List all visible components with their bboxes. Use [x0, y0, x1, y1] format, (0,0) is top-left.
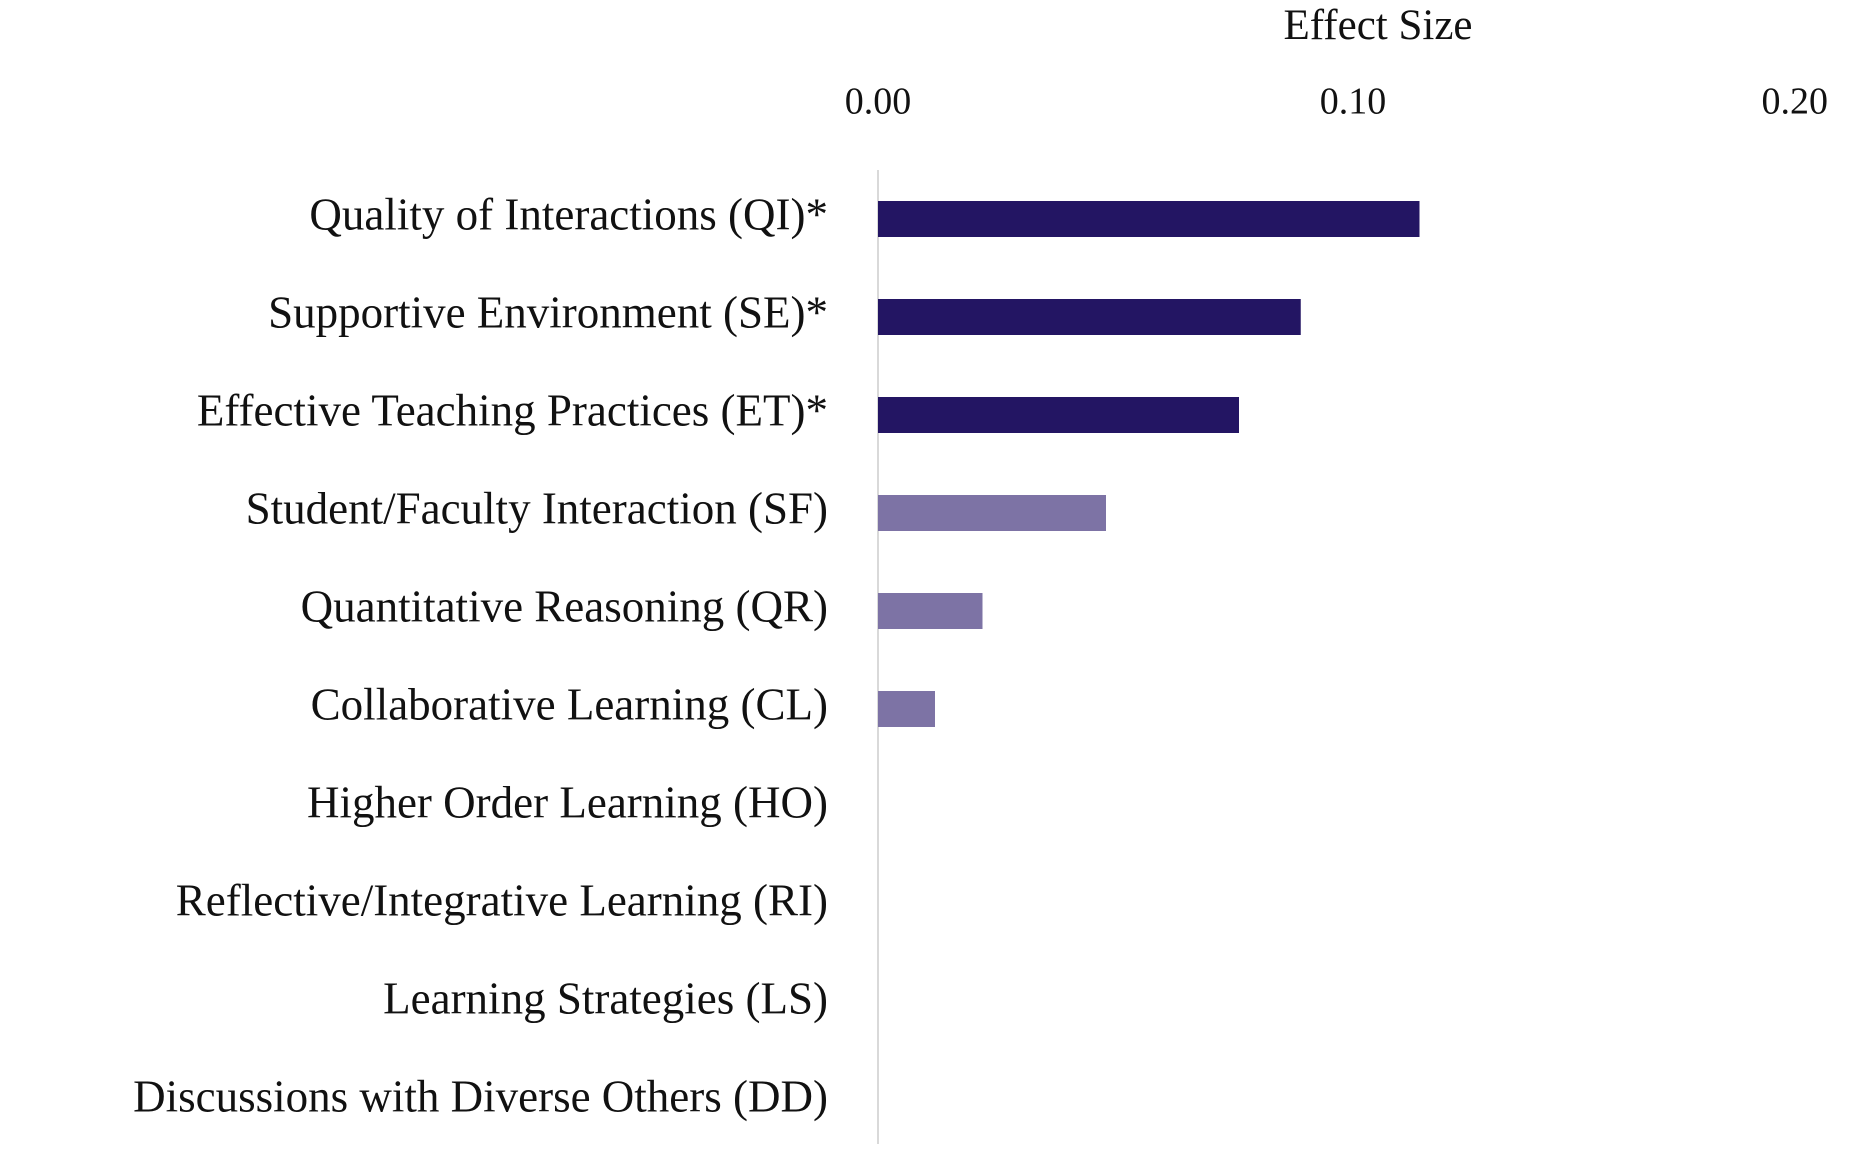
y-tick-label: Quality of Interactions (QI)* [309, 189, 828, 239]
y-tick-label: Higher Order Learning (HO) [307, 777, 828, 827]
bar [878, 593, 983, 629]
x-tick-label: 0.20 [1762, 81, 1829, 123]
y-tick-label: Effective Teaching Practices (ET)* [197, 385, 828, 435]
y-tick-label: Supportive Environment (SE)* [268, 287, 828, 337]
bar [878, 397, 1239, 433]
y-tick-label: Collaborative Learning (CL) [311, 679, 828, 729]
y-tick-label: Quantitative Reasoning (QR) [301, 581, 828, 631]
bar [878, 495, 1106, 531]
bar [878, 201, 1420, 237]
axis-title: Effect Size [1283, 2, 1472, 49]
y-tick-label: Reflective/Integrative Learning (RI) [176, 875, 828, 925]
y-tick-label: Discussions with Diverse Others (DD) [133, 1071, 828, 1121]
bar [878, 299, 1301, 335]
bar [878, 691, 935, 727]
y-tick-label: Learning Strategies (LS) [383, 973, 828, 1023]
x-tick-label: 0.10 [1320, 81, 1387, 123]
x-tick-label: 0.00 [845, 81, 912, 123]
y-tick-label: Student/Faculty Interaction (SF) [246, 483, 828, 533]
